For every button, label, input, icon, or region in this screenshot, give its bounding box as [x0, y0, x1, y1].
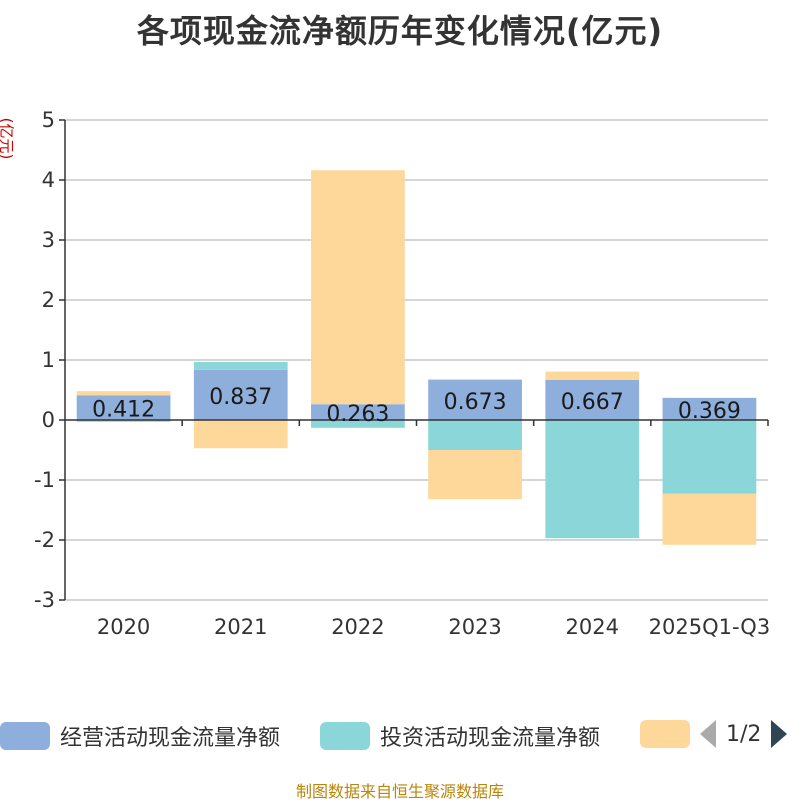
legend-label-operating: 经营活动现金流量净额: [60, 726, 281, 751]
bar-value-label-2020: 0.412: [92, 398, 155, 423]
cashflow-chart: 5 4 3 2 1 0 -1 -2 -3 2020 2021 2022 2023 2024 2025Q1-Q…: [34, 108, 770, 639]
legend-prev-page-icon[interactable]: [700, 720, 716, 748]
legend-item-financing[interactable]: [640, 720, 690, 748]
grid-lines: [65, 119, 768, 601]
bar-2-2023: [428, 450, 522, 500]
y-tick-label-4: 4: [42, 168, 55, 192]
bar-0-2021: [193, 369, 288, 420]
y-tick-label--1: -1: [34, 468, 55, 492]
y-tick-label--2: -2: [34, 528, 55, 552]
bar-1-2020: [76, 420, 171, 422]
legend-swatch-investing: [320, 722, 370, 750]
bar-value-label-2024: 0.667: [561, 390, 624, 415]
x-tick-label-2020: 2020: [97, 615, 150, 639]
y-tick-label-5: 5: [42, 108, 55, 132]
legend-swatch-operating: [0, 722, 50, 750]
bar-2-2021: [193, 420, 288, 449]
data-source-note: 制图数据来自恒生聚源数据库: [295, 782, 504, 801]
bar-1-2021: [193, 361, 288, 370]
bar-2-2020: [76, 391, 171, 396]
y-tick-label-1: 1: [42, 348, 55, 372]
y-tick-label-0: 0: [42, 408, 55, 432]
legend: 经营活动现金流量净额 投资活动现金流量净额 1/2: [0, 716, 800, 756]
bar-2-2024: [545, 371, 640, 380]
bar-2-2022: [311, 170, 405, 405]
bar-1-2025Q1-Q3: [662, 420, 757, 494]
legend-label-investing: 投资活动现金流量净额: [380, 726, 601, 751]
bar-value-label-2021: 0.837: [209, 385, 272, 410]
bar-value-label-2023: 0.673: [444, 390, 507, 415]
bar-0-2025Q1-Q3: [662, 397, 757, 420]
bar-0-2023: [428, 379, 522, 420]
bar-0-2020: [76, 395, 171, 420]
x-tick-label-2024: 2024: [566, 615, 619, 639]
legend-next-page-icon[interactable]: [771, 720, 788, 748]
y-tick-label-2: 2: [42, 288, 55, 312]
bar-labels: 0.412 0.837 0.263 0.673 0.667 0.369: [92, 385, 741, 427]
legend-swatch-financing: [640, 720, 690, 748]
bar-1-2024: [545, 420, 640, 539]
bar-value-label-2022: 0.263: [326, 402, 389, 427]
x-tick-label-2021: 2021: [214, 615, 267, 639]
legend-pager: 1/2: [700, 720, 788, 748]
axes: 5 4 3 2 1 0 -1 -2 -3 2020 2021 2022 2023 2024 2025Q1-Q…: [34, 108, 770, 639]
bar-value-label-2025Q1-Q3: 0.369: [678, 399, 741, 424]
bar-1-2022: [311, 420, 405, 428]
y-tick-label-3: 3: [42, 228, 55, 252]
bar-series: [76, 170, 757, 545]
x-tick-label-2025Q1-Q3: 2025Q1-Q3: [649, 615, 771, 639]
legend-item-operating[interactable]: 经营活动现金流量净额: [0, 720, 280, 752]
legend-item-investing[interactable]: 投资活动现金流量净额: [320, 720, 600, 752]
x-tick-label-2022: 2022: [331, 615, 384, 639]
x-tick-label-2023: 2023: [448, 615, 501, 639]
y-tick-label--3: -3: [34, 588, 55, 612]
bar-0-2022: [311, 404, 405, 420]
bar-0-2024: [545, 379, 640, 420]
bar-1-2023: [428, 420, 522, 450]
bar-2-2025Q1-Q3: [662, 493, 757, 545]
chart-title: 各项现金流净额历年变化情况(亿元): [136, 12, 664, 50]
legend-page-indicator: 1/2: [726, 721, 762, 747]
